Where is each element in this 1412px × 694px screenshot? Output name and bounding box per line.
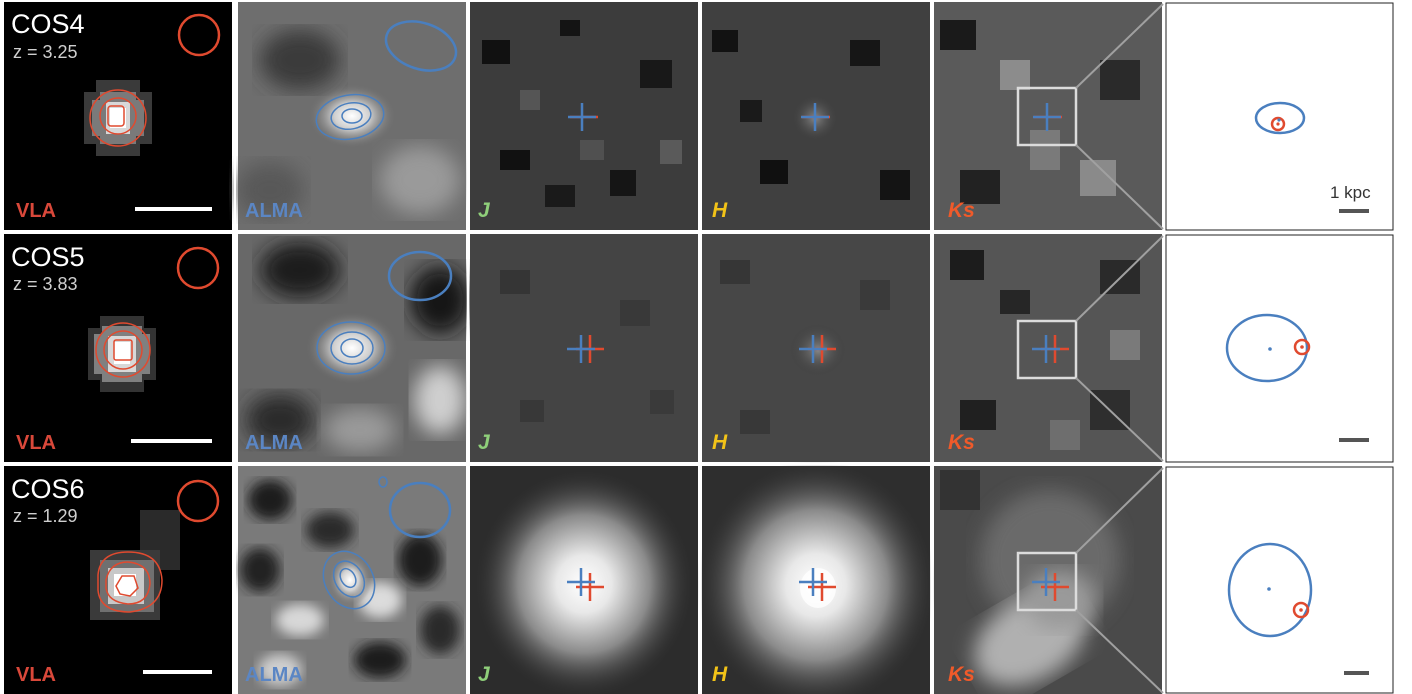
- zoom-connector: [1075, 609, 1164, 694]
- h-panel-cos6: H: [696, 460, 936, 694]
- j-panel-cos5: J: [470, 234, 698, 462]
- alma-panel-cos5: ALMA: [238, 234, 470, 462]
- vla-size-circle: [1292, 601, 1310, 619]
- alma-size-ellipse: [1254, 101, 1306, 135]
- alma-contour: [339, 567, 357, 589]
- vla-contour: [115, 575, 139, 597]
- j-panel-cos6: J: [470, 466, 698, 694]
- alma-panel-cos4: ALMA: [236, 2, 466, 230]
- source-name: COS4: [11, 9, 85, 39]
- alma-contour: [315, 93, 385, 141]
- alma-contour: [332, 560, 366, 598]
- source-name: COS5: [11, 242, 85, 272]
- vla-contour: [95, 322, 151, 378]
- alma-beam: [384, 20, 458, 72]
- vla-band-label: VLA: [16, 664, 56, 686]
- source-redshift: z = 3.83: [13, 274, 78, 294]
- vla-beam: [177, 13, 221, 57]
- alma-band-label: ALMA: [245, 432, 303, 454]
- source-name: COS6: [11, 474, 85, 504]
- h-panel-cos5: H: [702, 234, 930, 462]
- j-band-label: J: [478, 199, 491, 222]
- vla-size-circle: [1293, 338, 1311, 356]
- zoom-connector: [1075, 377, 1164, 462]
- alma-contour: [340, 338, 364, 358]
- zoom-box: [1016, 86, 1078, 147]
- vla-beam: [176, 246, 220, 290]
- alma-contour: [330, 101, 372, 131]
- panel-grid-lines: [0, 0, 1164, 694]
- alma-band-label: ALMA: [245, 664, 303, 686]
- alma-beam: [387, 250, 453, 302]
- zoom-panel-cos5: [1165, 234, 1394, 463]
- vla-beam: [176, 479, 220, 523]
- alma-contour: [322, 550, 376, 610]
- j-band-label: J: [478, 663, 491, 686]
- vla-size-circle: [1270, 116, 1286, 132]
- zoom-connector: [1075, 3, 1164, 89]
- ks-band-label: Ks: [948, 663, 975, 686]
- j-band-label: J: [478, 431, 491, 454]
- vla-band-label: VLA: [16, 200, 56, 222]
- vla-contour: [113, 339, 133, 361]
- vla-contour: [89, 89, 147, 147]
- vla-panel-cos4: COS4 z = 3.25 VLA: [4, 2, 232, 230]
- h-panel-cos4: H: [702, 2, 930, 230]
- alma-contour: [316, 321, 386, 375]
- alma-size-ellipse: [1227, 542, 1313, 638]
- alma-contour: [330, 331, 374, 365]
- alma-panel-cos6: ALMA: [238, 466, 466, 694]
- zoom-connector: [1075, 235, 1164, 322]
- source-redshift: z = 3.25: [13, 42, 78, 62]
- vla-contour: [99, 97, 137, 135]
- physical-scale-label: 1 kpc: [1330, 183, 1371, 202]
- row-cos4: COS4 z = 3.25 VLA ALMA: [4, 2, 1394, 231]
- vla-contour: [107, 105, 125, 127]
- alma-contour: [341, 108, 363, 124]
- ks-panel-cos6: Ks: [934, 466, 1162, 694]
- vla-contour: [97, 551, 163, 613]
- zoom-panel-cos6: [1165, 466, 1394, 694]
- alma-size-ellipse: [1225, 313, 1309, 383]
- j-panel-cos4: J: [470, 2, 698, 230]
- alma-beam: [388, 481, 452, 539]
- vla-panel-cos6: COS6 z = 1.29 VLA: [4, 466, 232, 694]
- source-redshift: z = 1.29: [13, 506, 78, 526]
- h-band-label: H: [712, 431, 728, 454]
- row-cos5: COS5 z = 3.83 VLA ALMA: [4, 234, 1394, 463]
- zoom-connector: [1075, 467, 1164, 554]
- zoom-panel-cos4: 1 kpc: [1165, 2, 1394, 231]
- zoom-box: [1016, 551, 1078, 612]
- vla-panel-cos5: COS5 z = 3.83 VLA: [4, 234, 232, 462]
- vla-band-label: VLA: [16, 432, 56, 454]
- zoom-connector: [1075, 144, 1164, 230]
- ks-band-label: Ks: [948, 431, 975, 454]
- vla-contour: [103, 330, 143, 370]
- ks-band-label: Ks: [948, 199, 975, 222]
- row-cos6: COS6 z = 1.29 VLA ALMA: [4, 460, 1394, 694]
- h-band-label: H: [712, 199, 728, 222]
- alma-contour: [378, 476, 388, 488]
- alma-band-label: ALMA: [245, 200, 303, 222]
- zoom-box: [1016, 319, 1078, 380]
- h-band-label: H: [712, 663, 728, 686]
- vla-contour: [105, 561, 151, 605]
